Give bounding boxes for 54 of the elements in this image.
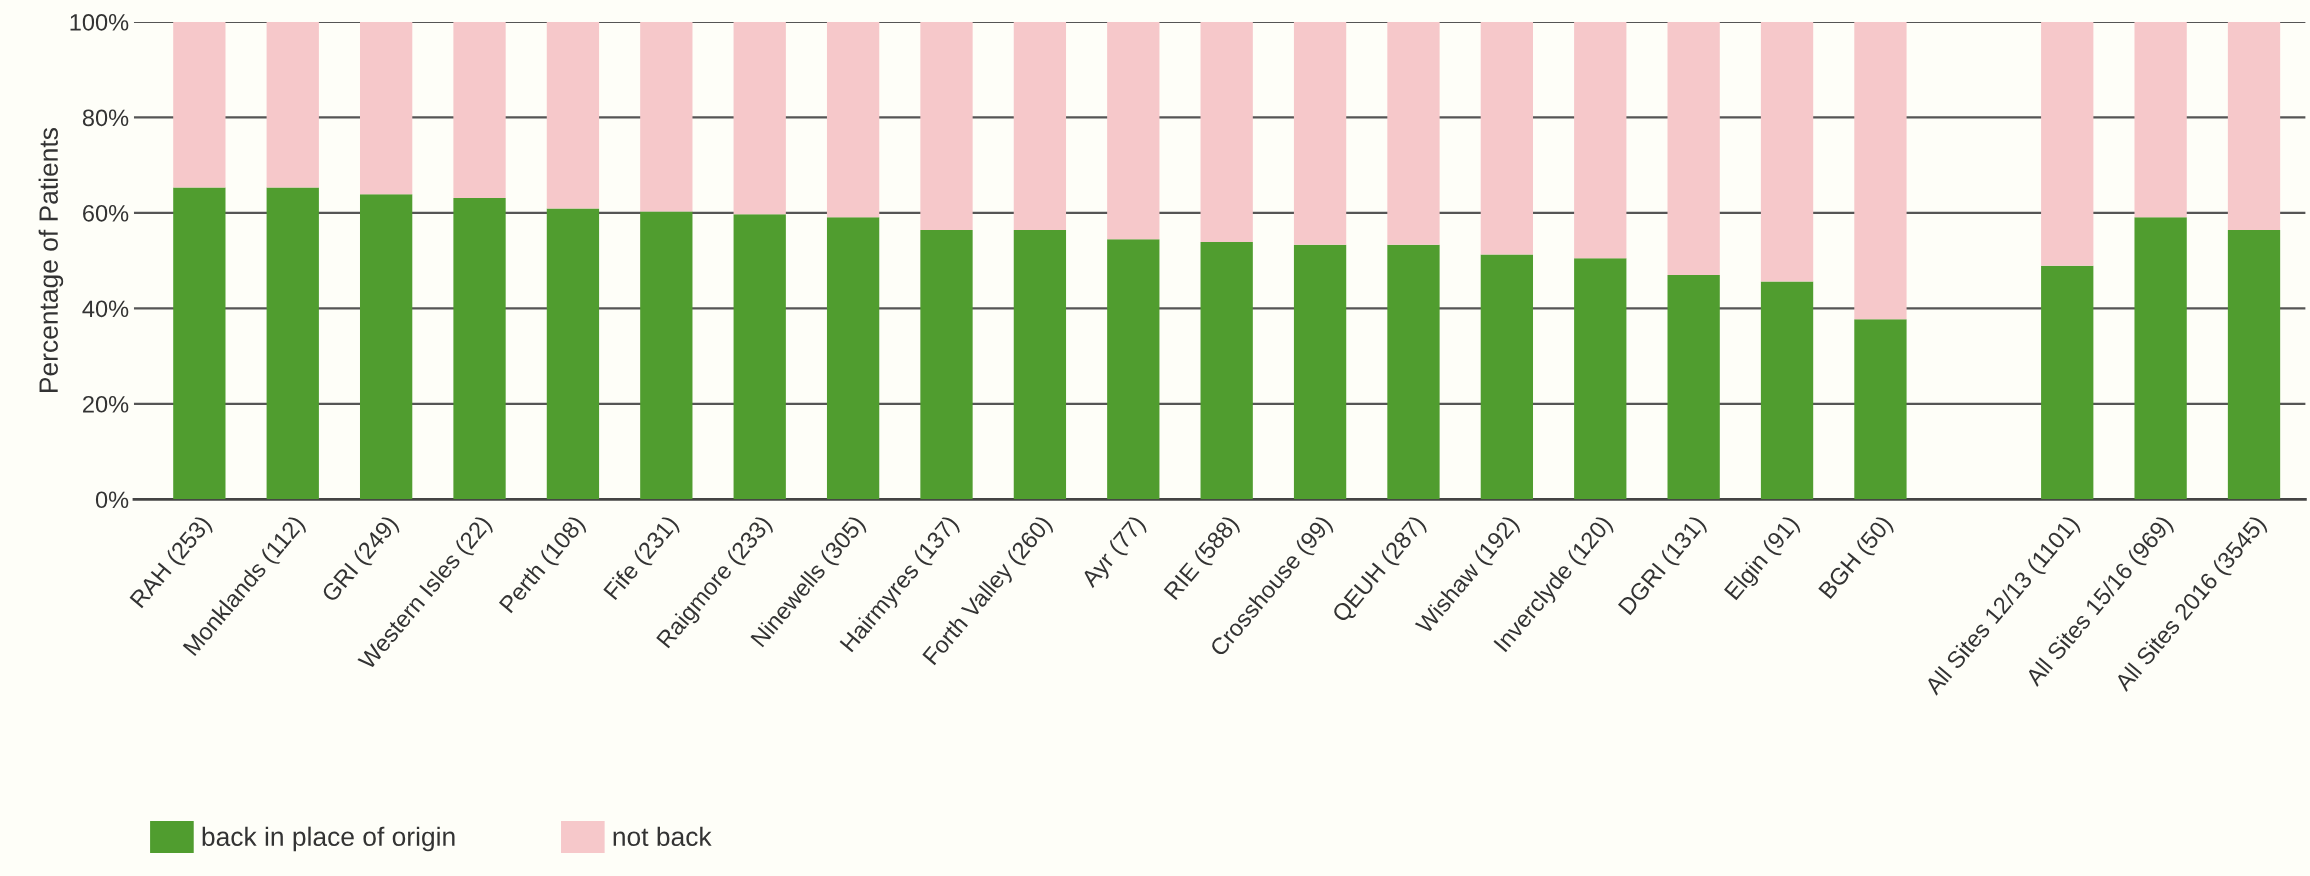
bar [1387,21,1440,245]
bar [1013,230,1067,500]
bar [1760,281,1814,500]
legend-label: back in place of origin [202,826,455,852]
bar [1760,21,1814,282]
bar [1387,244,1440,500]
bar [1480,254,1534,500]
bar [546,208,600,500]
bar [640,21,693,212]
bar [1293,21,1347,245]
bar [1574,258,1627,500]
bar [1107,239,1160,500]
bar [1854,319,1907,500]
y-tick-label: 0% [95,491,129,509]
bar [1200,241,1253,500]
bar [266,21,319,188]
bar [1574,21,1627,259]
bar [2134,217,2187,500]
bar [1107,21,1160,240]
bar [453,21,506,199]
bar [1667,21,1720,275]
bar [1480,21,1534,255]
x-tick-label: Ayr (77) [1079,514,1150,592]
y-axis-title: Percentage of Patients [38,128,64,392]
bar [173,21,226,188]
bar [733,214,786,500]
bar [2041,21,2094,266]
bar [266,187,319,500]
bar [1013,21,1067,231]
bar [2041,265,2094,500]
bar [640,211,693,500]
bar [1293,244,1347,500]
y-tick-label: 20% [83,395,129,413]
bar [826,21,880,218]
bar [453,198,506,500]
bar [2134,21,2187,218]
bar [546,21,600,209]
y-tick-label: 60% [83,204,129,222]
bar [173,187,226,500]
y-tick-label: 40% [82,300,129,318]
legend-label: not back [613,826,712,847]
bar [920,21,973,231]
y-tick-label: 100% [70,13,129,31]
bar [2227,230,2281,500]
bar [1200,21,1253,242]
y-tick-label: 80% [82,109,129,127]
bar [359,21,413,195]
bar [2227,21,2281,231]
bar [826,217,880,500]
bar [1854,21,1907,320]
bar [733,21,786,215]
bar [1667,274,1720,500]
bar [359,194,413,500]
bar [920,230,973,500]
